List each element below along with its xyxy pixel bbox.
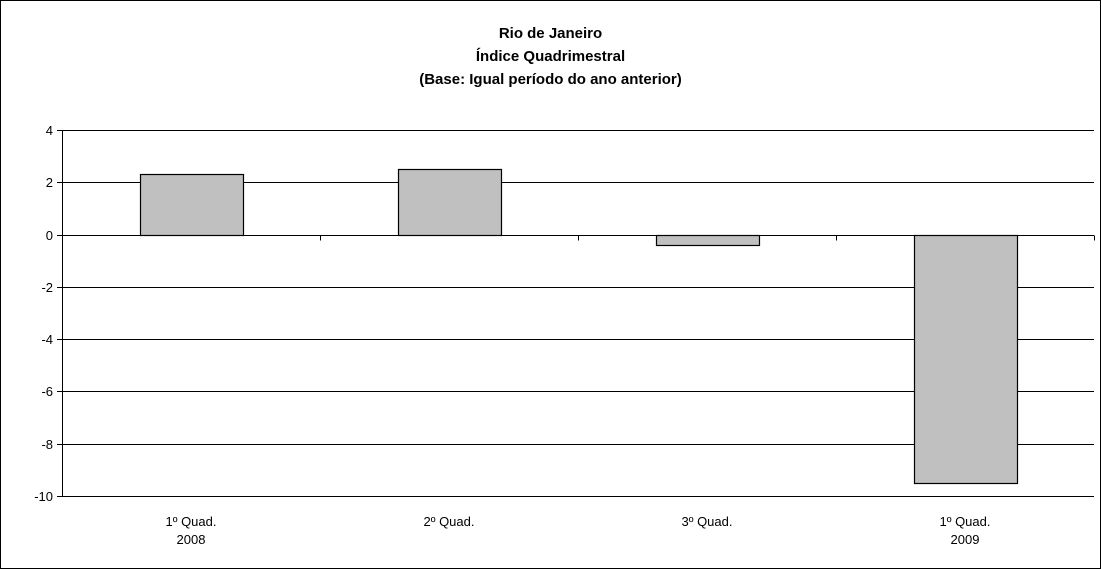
x-tick-label: 3º Quad. [681,514,732,529]
y-tick-label: -8 [41,437,53,452]
chart-title: Rio de Janeiro Índice Quadrimestral (Bas… [0,22,1101,91]
y-tick-labels: 4 2 0 -2 -4 -6 -8 -10 [34,123,53,504]
chart-title-line-3: (Base: Igual período do ano anterior) [419,71,682,88]
y-tick-label: -6 [41,384,53,399]
x-tick-label: 2008 [177,532,206,547]
x-tick-label: 1º Quad. [165,514,216,529]
bar-3 [655,234,761,247]
bar-2 [397,168,503,237]
bars [139,168,1019,485]
y-tick-label: 0 [46,228,53,243]
x-tick-label: 1º Quad. [939,514,990,529]
y-tick-label: 4 [46,123,53,138]
x-tick-labels: 1º Quad. 2008 2º Quad. 3º Quad. 1º Quad. 2009 [165,514,990,547]
y-tick-label: -4 [41,332,53,347]
y-tick-label: -10 [34,489,53,504]
x-tick-label: 2009 [951,532,980,547]
chart-title-line-2: Índice Quadrimestral [475,48,626,65]
x-tick-label: 2º Quad. [423,514,474,529]
bar-4 [913,234,1019,485]
axes [57,130,1095,497]
y-tick-label: 2 [46,175,53,190]
bar-1 [139,173,245,237]
chart-title-line-1: Rio de Janeiro [498,25,603,42]
y-tick-label: -2 [41,280,53,295]
